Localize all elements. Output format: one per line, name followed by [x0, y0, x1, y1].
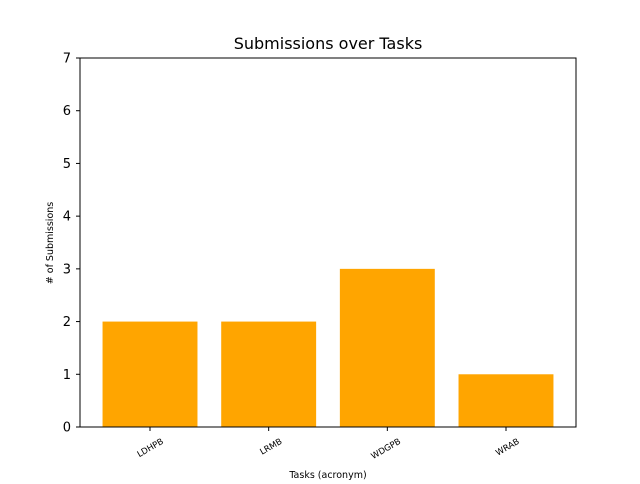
- bar-lrmb: [221, 321, 317, 427]
- y-tick-label: 2: [63, 315, 71, 330]
- y-axis-label: # of Submissions: [45, 202, 56, 285]
- y-tick-label: 4: [63, 210, 71, 225]
- x-axis-label: Tasks (acronym): [288, 470, 366, 480]
- y-tick-label: 5: [63, 157, 71, 172]
- bar-wrab: [458, 374, 554, 427]
- bar-wdgpb: [339, 268, 435, 427]
- y-tick-label: 0: [63, 421, 71, 436]
- y-tick-label: 3: [63, 262, 71, 277]
- y-tick-label: 7: [63, 52, 71, 67]
- y-tick-label: 1: [63, 368, 71, 383]
- y-tick-label: 6: [63, 104, 71, 119]
- chart-title: Submissions over Tasks: [234, 34, 423, 53]
- bar-ldhpb: [102, 321, 198, 427]
- y-ticks: 0 1 2 3 4 5 6 7: [63, 52, 80, 436]
- bars-layer: [102, 268, 554, 427]
- plot-frame: [79, 57, 577, 428]
